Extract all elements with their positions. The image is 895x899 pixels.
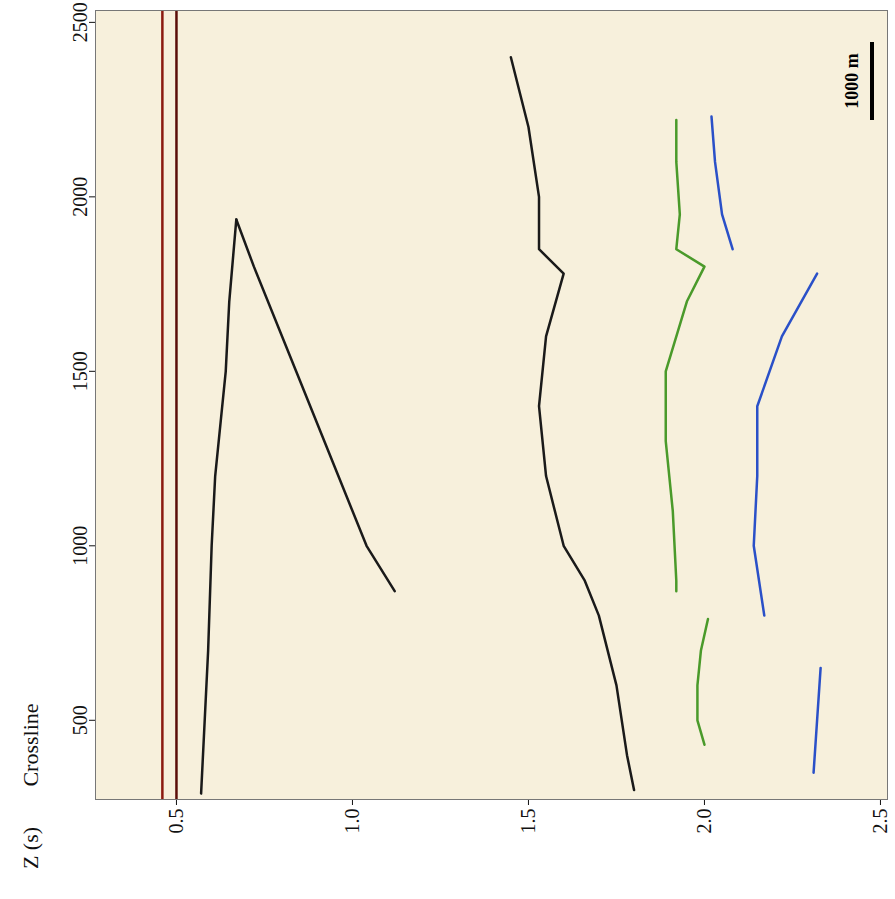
svg-text:2.5: 2.5 <box>869 809 891 834</box>
svg-text:Crossline: Crossline <box>18 703 43 786</box>
svg-text:1000: 1000 <box>69 526 91 566</box>
svg-text:2500: 2500 <box>69 2 91 42</box>
svg-text:500: 500 <box>69 705 91 735</box>
svg-text:Z (s): Z (s) <box>18 827 43 869</box>
svg-text:2.0: 2.0 <box>693 809 715 834</box>
svg-text:1500: 1500 <box>69 351 91 391</box>
svg-text:1.5: 1.5 <box>517 809 539 834</box>
svg-text:2000: 2000 <box>69 177 91 217</box>
svg-text:0.5: 0.5 <box>165 809 187 834</box>
svg-text:1000 m: 1000 m <box>842 53 862 109</box>
svg-text:1.0: 1.0 <box>341 809 363 834</box>
